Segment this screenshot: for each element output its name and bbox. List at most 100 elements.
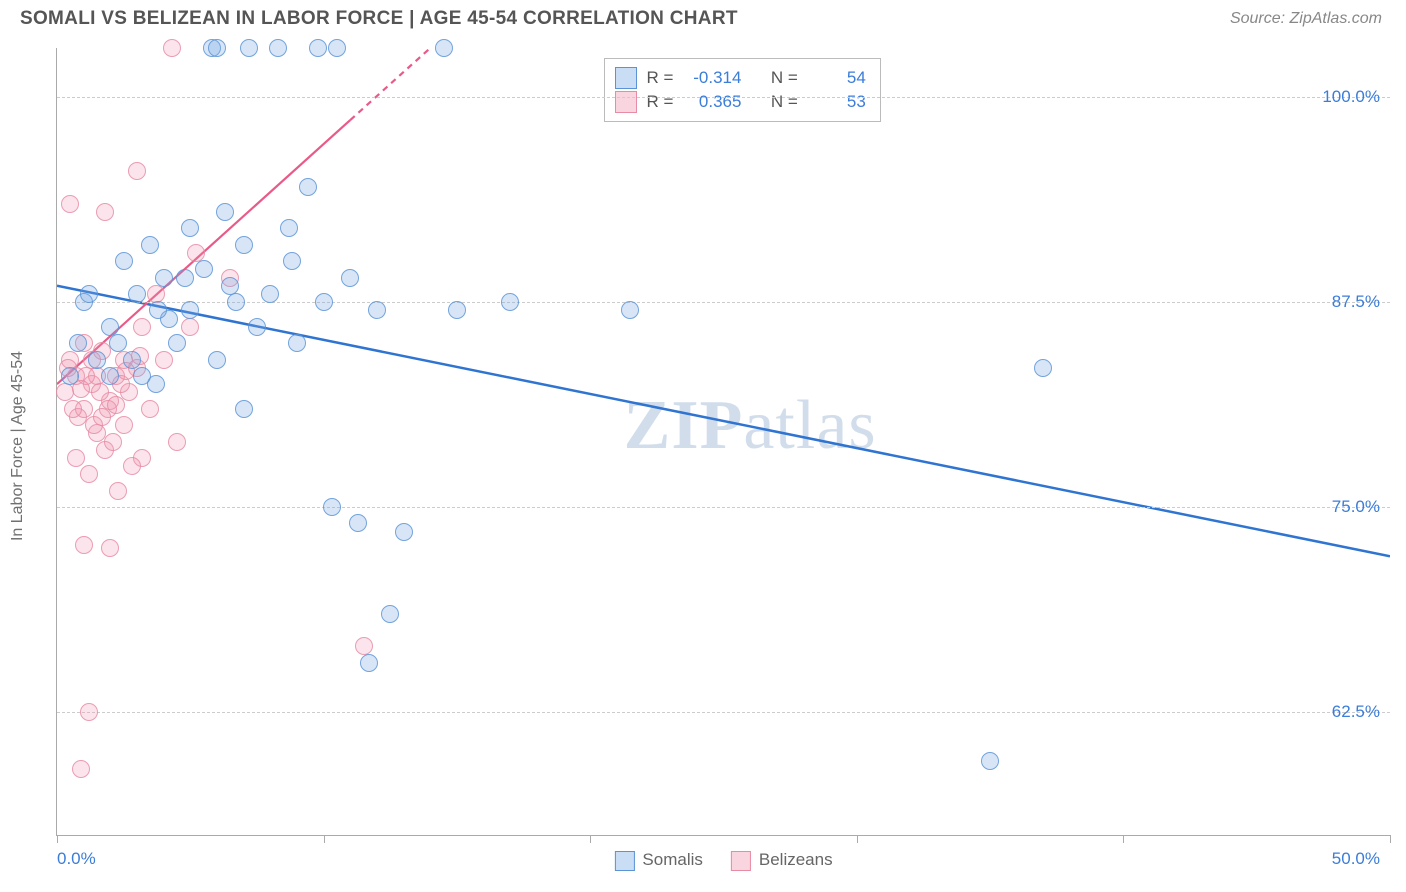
scatter-point-somali: [216, 203, 234, 221]
legend-swatch-pink-icon: [731, 851, 751, 871]
series-legend: Somalis Belizeans: [614, 850, 832, 871]
scatter-point-somali: [141, 236, 159, 254]
scatter-point-belizean: [91, 383, 109, 401]
scatter-point-somali: [315, 293, 333, 311]
scatter-point-somali: [381, 605, 399, 623]
x-label-max: 50.0%: [1332, 849, 1380, 869]
scatter-point-somali: [360, 654, 378, 672]
scatter-point-somali: [621, 301, 639, 319]
corr-r-belizean: 0.365: [683, 92, 741, 112]
swatch-pink-icon: [615, 91, 637, 113]
scatter-point-somali: [328, 39, 346, 57]
scatter-point-somali: [168, 334, 186, 352]
scatter-point-somali: [69, 334, 87, 352]
scatter-point-somali: [155, 269, 173, 287]
scatter-point-somali: [269, 39, 287, 57]
scatter-point-somali: [395, 523, 413, 541]
scatter-point-somali: [349, 514, 367, 532]
corr-r-somali: -0.314: [683, 68, 741, 88]
scatter-point-belizean: [80, 703, 98, 721]
scatter-point-somali: [323, 498, 341, 516]
scatter-point-somali: [101, 318, 119, 336]
scatter-point-somali: [248, 318, 266, 336]
scatter-point-somali: [235, 400, 253, 418]
scatter-point-somali: [283, 252, 301, 270]
scatter-point-somali: [123, 351, 141, 369]
scatter-point-somali: [341, 269, 359, 287]
scatter-point-belizean: [355, 637, 373, 655]
scatter-point-belizean: [61, 195, 79, 213]
gridline-h: [57, 302, 1390, 303]
scatter-point-belizean: [104, 433, 122, 451]
scatter-point-belizean: [80, 465, 98, 483]
corr-row-belizean: R = 0.365 N = 53: [615, 91, 866, 113]
scatter-point-somali: [181, 301, 199, 319]
scatter-point-somali: [133, 367, 151, 385]
scatter-point-belizean: [141, 400, 159, 418]
scatter-point-somali: [280, 219, 298, 237]
scatter-point-somali: [109, 334, 127, 352]
scatter-point-belizean: [72, 760, 90, 778]
scatter-point-belizean: [133, 318, 151, 336]
scatter-point-somali: [299, 178, 317, 196]
corr-n-somali: 54: [808, 68, 866, 88]
scatter-point-belizean: [155, 351, 173, 369]
scatter-point-somali: [981, 752, 999, 770]
x-tick: [590, 835, 591, 843]
scatter-point-belizean: [123, 457, 141, 475]
scatter-point-somali: [115, 252, 133, 270]
scatter-point-belizean: [168, 433, 186, 451]
scatter-point-belizean: [115, 416, 133, 434]
x-tick: [1123, 835, 1124, 843]
scatter-point-somali: [88, 351, 106, 369]
chart-header: SOMALI VS BELIZEAN IN LABOR FORCE | AGE …: [0, 0, 1406, 38]
scatter-point-somali: [61, 367, 79, 385]
y-tick-label: 62.5%: [1332, 702, 1380, 722]
legend-swatch-blue-icon: [614, 851, 634, 871]
swatch-blue-icon: [615, 67, 637, 89]
watermark: ZIPatlas: [624, 386, 877, 466]
legend-item-somali: Somalis: [614, 850, 702, 871]
x-label-min: 0.0%: [57, 849, 96, 869]
corr-row-somali: R = -0.314 N = 54: [615, 67, 866, 89]
scatter-point-belizean: [109, 482, 127, 500]
scatter-point-somali: [208, 351, 226, 369]
scatter-point-somali: [227, 293, 245, 311]
scatter-point-somali: [309, 39, 327, 57]
x-tick: [857, 835, 858, 843]
scatter-point-belizean: [75, 536, 93, 554]
y-axis-label: In Labor Force | Age 45-54: [9, 351, 27, 541]
chart-title: SOMALI VS BELIZEAN IN LABOR FORCE | AGE …: [20, 8, 738, 30]
scatter-point-somali: [261, 285, 279, 303]
legend-item-belizean: Belizeans: [731, 850, 833, 871]
x-tick: [324, 835, 325, 843]
trend-lines-svg: [57, 48, 1390, 835]
scatter-point-belizean: [96, 203, 114, 221]
scatter-point-somali: [101, 367, 119, 385]
scatter-point-somali: [288, 334, 306, 352]
scatter-point-belizean: [67, 449, 85, 467]
scatter-point-somali: [435, 39, 453, 57]
scatter-point-somali: [128, 285, 146, 303]
y-tick-label: 75.0%: [1332, 497, 1380, 517]
chart-source: Source: ZipAtlas.com: [1230, 10, 1382, 28]
corr-n-belizean: 53: [808, 92, 866, 112]
scatter-point-belizean: [147, 285, 165, 303]
scatter-point-somali: [240, 39, 258, 57]
scatter-point-belizean: [163, 39, 181, 57]
x-tick: [57, 835, 58, 843]
scatter-point-somali: [208, 39, 226, 57]
scatter-point-somali: [195, 260, 213, 278]
scatter-point-somali: [368, 301, 386, 319]
scatter-point-somali: [149, 301, 167, 319]
chart-plot-area: ZIPatlas R = -0.314 N = 54 R = 0.365 N =…: [56, 48, 1390, 836]
scatter-point-somali: [80, 285, 98, 303]
scatter-point-belizean: [101, 539, 119, 557]
scatter-point-somali: [181, 219, 199, 237]
y-tick-label: 100.0%: [1322, 87, 1380, 107]
gridline-h: [57, 97, 1390, 98]
gridline-h: [57, 507, 1390, 508]
y-tick-label: 87.5%: [1332, 292, 1380, 312]
scatter-point-belizean: [187, 244, 205, 262]
scatter-point-belizean: [107, 396, 125, 414]
